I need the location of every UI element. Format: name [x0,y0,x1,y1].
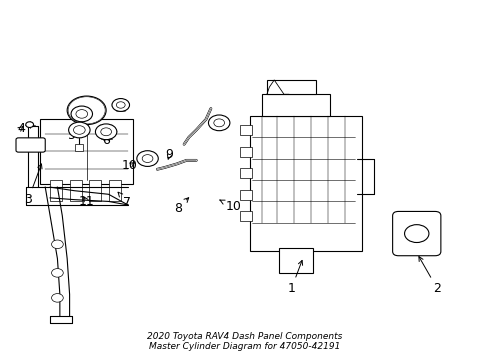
Bar [240,125,252,135]
Text: 8: 8 [174,198,189,215]
Circle shape [405,225,429,243]
Circle shape [142,155,153,162]
Text: 10: 10 [122,159,138,172]
FancyBboxPatch shape [392,211,441,256]
Circle shape [51,294,63,302]
Bar [262,94,330,116]
Text: 2020 Toyota RAV4 Dash Panel Components
Master Cylinder Diagram for 47050-42191: 2020 Toyota RAV4 Dash Panel Components M… [147,332,343,351]
Circle shape [74,126,85,134]
Circle shape [51,240,63,249]
Bar [240,168,252,178]
Text: 1: 1 [287,260,303,296]
Circle shape [67,96,106,125]
Bar [240,211,252,221]
Circle shape [116,102,125,108]
Circle shape [112,99,129,111]
Bar [40,119,133,184]
Text: 2: 2 [419,257,441,296]
Text: 5: 5 [68,129,76,142]
Text: 4: 4 [17,122,25,135]
Bar [240,147,252,157]
Bar [75,144,83,152]
Bar [250,116,362,251]
Circle shape [208,115,230,131]
FancyBboxPatch shape [16,138,45,152]
Circle shape [71,106,93,122]
Circle shape [73,100,100,120]
Circle shape [26,122,33,127]
Circle shape [69,122,90,138]
Circle shape [79,105,94,116]
Text: 6: 6 [102,134,110,147]
Bar [70,180,82,202]
Circle shape [51,269,63,277]
Text: 3: 3 [24,164,42,206]
Bar [240,190,252,200]
Bar [109,180,121,202]
Bar [89,180,101,202]
Text: 7: 7 [118,192,131,209]
Bar [267,80,316,94]
Circle shape [101,128,112,136]
Text: 11: 11 [79,195,95,208]
Bar [279,248,313,273]
Circle shape [68,97,105,124]
Circle shape [96,124,117,140]
Bar [50,180,62,202]
Circle shape [214,119,224,127]
Circle shape [76,110,88,118]
Text: 10: 10 [220,200,241,213]
Circle shape [137,151,158,166]
Text: 9: 9 [166,148,173,162]
